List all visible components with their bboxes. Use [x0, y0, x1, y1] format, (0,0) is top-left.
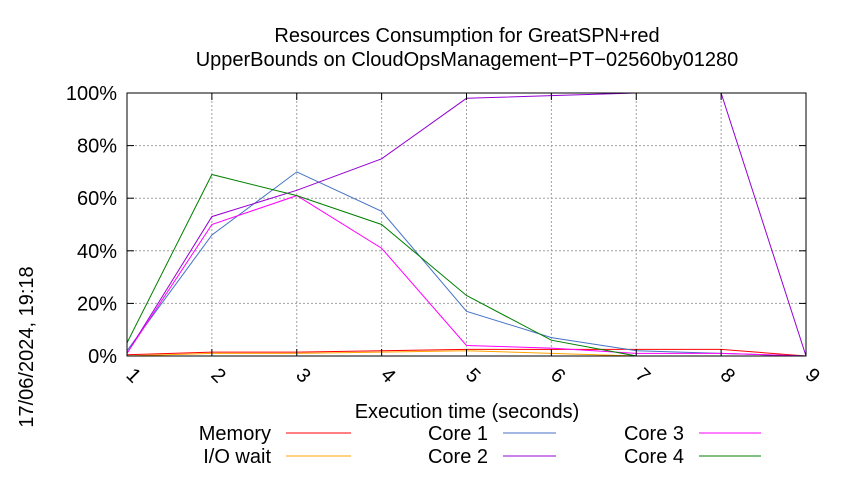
x-tick-label: 7	[631, 364, 654, 387]
y-tick-label: 0%	[88, 346, 117, 368]
x-tick-label: 1	[122, 364, 145, 387]
legend-label-core-2: Core 2	[428, 446, 488, 468]
grid	[127, 93, 806, 356]
legend-label-memory: Memory	[199, 423, 271, 445]
series-line-core-2	[126, 92, 807, 357]
y-tick-label: 20%	[77, 293, 117, 315]
x-tick-label: 9	[801, 364, 824, 387]
x-tick-label: 3	[291, 364, 314, 387]
legend-label-core-4: Core 4	[624, 446, 684, 468]
x-tick-label: 6	[546, 364, 569, 387]
series-lines	[126, 92, 807, 357]
y-tick-label: 40%	[77, 241, 117, 263]
x-axis-label: Execution time (seconds)	[355, 401, 580, 423]
chart-title: Resources Consumption for GreatSPN+red	[274, 25, 659, 47]
y-tick-label: 60%	[77, 188, 117, 210]
x-tick-label: 2	[206, 364, 229, 387]
chart-subtitle: UpperBounds on CloudOpsManagement−PT−025…	[196, 49, 739, 71]
series-line-core-1	[126, 171, 807, 357]
legend-label-core-3: Core 3	[624, 423, 684, 445]
series-line-core-3	[126, 195, 807, 357]
y-tick-label: 80%	[77, 136, 117, 158]
x-tick-label: 5	[461, 364, 484, 387]
x-tick-label: 4	[376, 364, 399, 387]
timestamp: 17/06/2024, 19:18	[16, 266, 38, 427]
axes: 0% 20% 40% 60% 80% 100% 1 2 3 4 5 6 7 8 9	[66, 83, 824, 387]
y-tick-label: 100%	[66, 83, 117, 105]
legend-label-i-o-wait: I/O wait	[203, 446, 271, 468]
plot-border	[126, 92, 807, 357]
x-tick-label: 8	[716, 364, 739, 387]
legend-label-core-1: Core 1	[428, 423, 488, 445]
